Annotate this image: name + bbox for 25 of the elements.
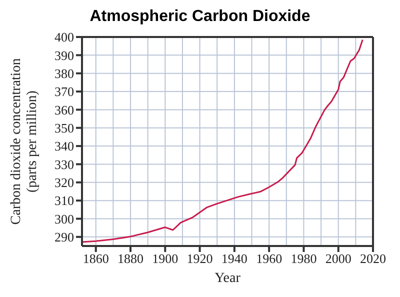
y-tick-label: 350 xyxy=(54,120,74,136)
y-tick-label: 330 xyxy=(54,156,74,172)
chart-title: Atmospheric Carbon Dioxide xyxy=(88,8,312,27)
x-tick-label: 2020 xyxy=(360,251,386,266)
y-tick-label: 300 xyxy=(54,211,74,226)
y-tick-label: 390 xyxy=(54,48,74,63)
line-series xyxy=(82,38,364,243)
x-tick-label: 1980 xyxy=(290,251,317,266)
y-tick-label: 340 xyxy=(54,138,74,154)
y-tick-label: 370 xyxy=(54,84,74,100)
x-tick-label: 1960 xyxy=(256,251,282,266)
y-tick-label: 380 xyxy=(54,66,74,81)
x-tick-label: 1880 xyxy=(118,251,144,266)
x-axis-title: Year xyxy=(214,271,241,286)
y-tick-label: 400 xyxy=(54,30,74,45)
y-tick-label: 320 xyxy=(54,175,74,190)
x-tick-label: 1920 xyxy=(186,251,213,266)
y-tick-label: 360 xyxy=(54,102,74,118)
x-tick-label: 1860 xyxy=(82,251,109,266)
x-tick-label: 1900 xyxy=(152,251,178,266)
y-tick-label: 310 xyxy=(54,193,74,208)
x-tick-label: 1940 xyxy=(221,251,248,266)
y-tick-label: 290 xyxy=(54,230,74,245)
x-tick-label: 2000 xyxy=(325,251,352,266)
y-axis-title: Carbon dioxide concentration (parts per million) xyxy=(9,58,40,225)
